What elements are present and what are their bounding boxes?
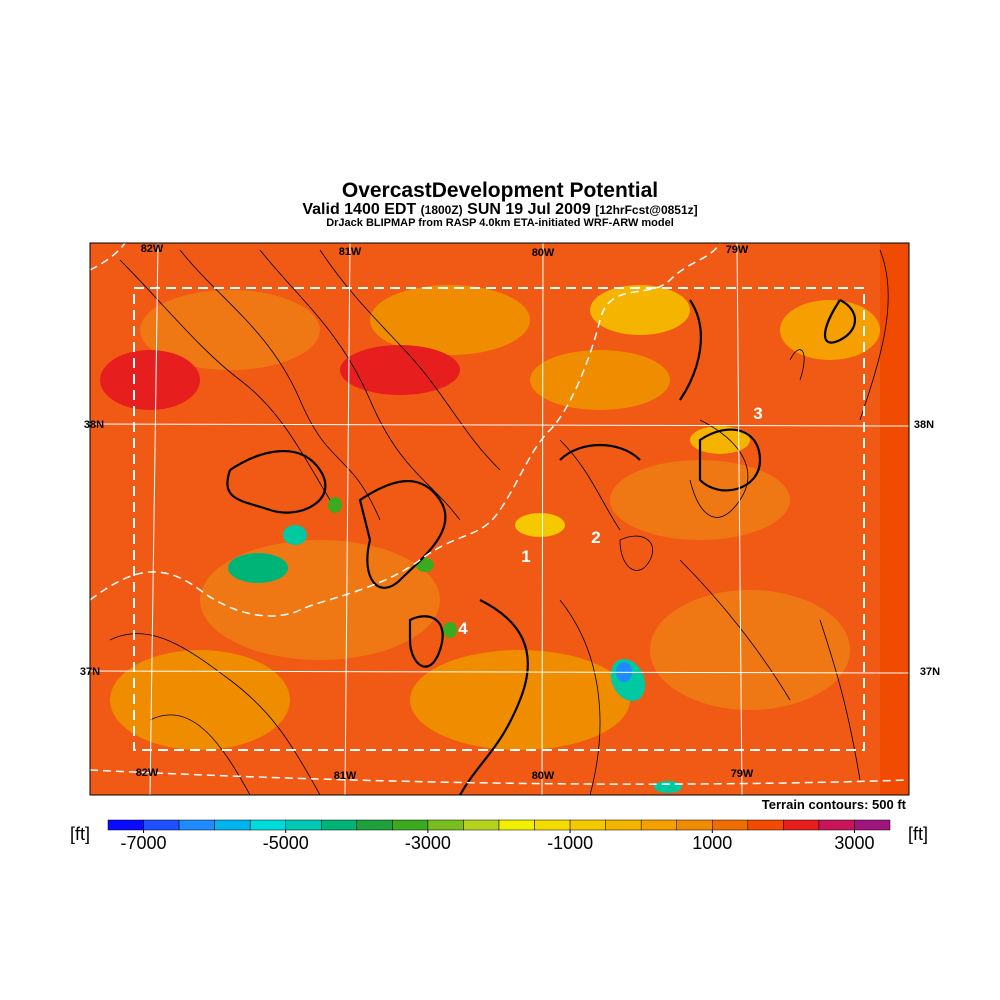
colorbar-box xyxy=(498,819,535,831)
colorbar-box xyxy=(818,819,855,831)
colorbar-box xyxy=(712,819,749,831)
colorbar-tick-label: 1000 xyxy=(692,833,732,853)
colorbar-tick-label: -5000 xyxy=(263,833,309,853)
lon-label: 80W xyxy=(532,770,555,782)
subtitle: Valid 1400 EDT (1800Z) SUN 19 Jul 2009 [… xyxy=(302,201,697,218)
colorbar-box xyxy=(640,819,677,831)
lat-label: 37N xyxy=(80,666,100,678)
field-patches xyxy=(100,243,909,795)
colorbar-box xyxy=(427,819,464,831)
state-borders xyxy=(90,243,909,785)
map: 82W 81W 80W 79W 82W 81W 80W 79W 38N 38N … xyxy=(80,242,940,812)
colorbar-box xyxy=(747,819,784,831)
subtitle-valid: Valid 1400 EDT xyxy=(302,201,416,218)
colorbar-box xyxy=(107,819,144,831)
site-label: 3 xyxy=(753,404,762,423)
subtitle-forecast: [12hrFcst@0851z] xyxy=(595,203,697,217)
lat-label: 37N xyxy=(920,666,940,678)
lon-label: 81W xyxy=(334,770,357,782)
colorbar-box xyxy=(321,819,358,831)
colorbar-box xyxy=(356,819,393,831)
site-label: 4 xyxy=(458,619,468,638)
colorbar-box xyxy=(605,819,642,831)
subtitle-date: SUN 19 Jul 2009 xyxy=(467,201,591,218)
lon-label: 81W xyxy=(339,246,362,258)
colorbar-unit: [ft] xyxy=(908,824,928,844)
graticule xyxy=(90,243,909,795)
colorbar-box xyxy=(285,819,322,831)
colorbar-box xyxy=(214,819,251,831)
contour-note: Terrain contours: 500 ft xyxy=(762,797,907,812)
lon-label: 79W xyxy=(726,244,749,256)
colorbar-box xyxy=(783,819,820,831)
site-label: 2 xyxy=(591,528,600,547)
lon-label: 80W xyxy=(532,247,555,259)
colorbar-box xyxy=(249,819,286,831)
colorbar-box xyxy=(534,819,571,831)
lat-label: 38N xyxy=(914,419,934,431)
colorbar-box xyxy=(392,819,429,831)
lon-label: 82W xyxy=(136,767,159,779)
colorbar-box xyxy=(178,819,215,831)
colorbar-unit: [ft] xyxy=(70,824,90,844)
colorbar-tick-label: 3000 xyxy=(834,833,874,853)
colorbar-box xyxy=(143,819,180,831)
credit: DrJack BLIPMAP from RASP 4.0km ETA-initi… xyxy=(326,217,674,229)
inner-domain xyxy=(133,287,865,751)
site-label: 1 xyxy=(521,547,530,566)
subtitle-utc: (1800Z) xyxy=(421,203,463,217)
lat-label: 38N xyxy=(84,419,104,431)
terrain-contours xyxy=(109,249,889,795)
lon-label: 79W xyxy=(731,768,754,780)
colorbar-tick-label: -7000 xyxy=(121,833,167,853)
colorbar: [ft] [ft] -7000 -5000 -3000 -1000 1000 3000 xyxy=(70,819,928,853)
colorbar-box xyxy=(463,819,500,831)
colorbar-tick-label: -1000 xyxy=(547,833,593,853)
map-frame xyxy=(89,242,910,796)
colorbar-box xyxy=(569,819,606,831)
lon-label: 82W xyxy=(141,243,164,255)
colorbar-box xyxy=(676,819,713,831)
colorbar-box xyxy=(854,819,891,831)
colorbar-tick-label: -3000 xyxy=(405,833,451,853)
title: OvercastDevelopment Potential xyxy=(342,179,658,202)
